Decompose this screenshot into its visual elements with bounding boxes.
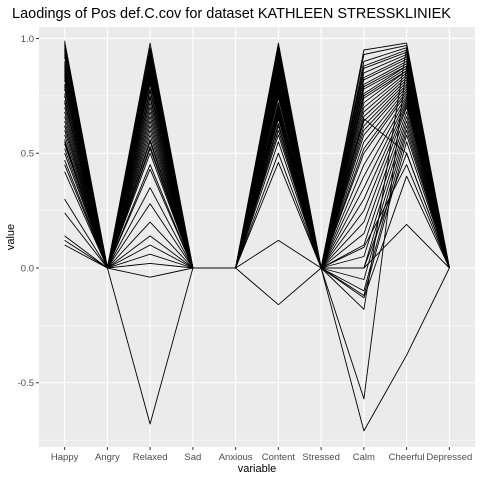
series-line: [64, 60, 450, 425]
series-line: [64, 83, 450, 432]
x-axis-label: variable: [238, 463, 277, 475]
series-line: [64, 47, 450, 310]
x-tick-label: Cheerful: [389, 452, 425, 463]
chart-title: Laodings of Pos def.C.cov for dataset KA…: [12, 6, 451, 22]
y-tick-label: -0.5: [18, 378, 34, 389]
series-lines: [64, 40, 450, 432]
y-axis: 1.0 0.5 0.0 -0.5: [18, 34, 39, 389]
x-tick-label: Relaxed: [133, 452, 168, 463]
x-tick-label: Sad: [184, 452, 201, 463]
y-tick-label: 1.0: [21, 34, 34, 45]
grid-lines: [39, 27, 475, 447]
series-line: [64, 65, 450, 400]
series-line: [64, 125, 450, 269]
x-tick-label: Angry: [95, 452, 120, 463]
x-axis: Happy Angry Relaxed Sad Anxious Content Stress…: [51, 447, 472, 463]
x-tick-label: Stressed: [302, 452, 340, 463]
x-tick-label: Anxious: [219, 452, 253, 463]
series-line: [64, 118, 450, 269]
series-line: [64, 93, 450, 269]
series-line: [64, 129, 450, 299]
y-axis-label: value: [5, 224, 17, 250]
x-tick-label: Content: [262, 452, 296, 463]
x-tick-label: Depressed: [426, 452, 472, 463]
x-tick-label: Calm: [353, 452, 375, 463]
y-tick-label: 0.0: [21, 263, 34, 274]
x-tick-label: Happy: [51, 452, 79, 463]
y-tick-label: 0.5: [21, 149, 34, 160]
series-line: [64, 141, 450, 296]
series-line: [64, 152, 450, 269]
series-line: [64, 134, 450, 292]
series-line: [64, 161, 450, 269]
